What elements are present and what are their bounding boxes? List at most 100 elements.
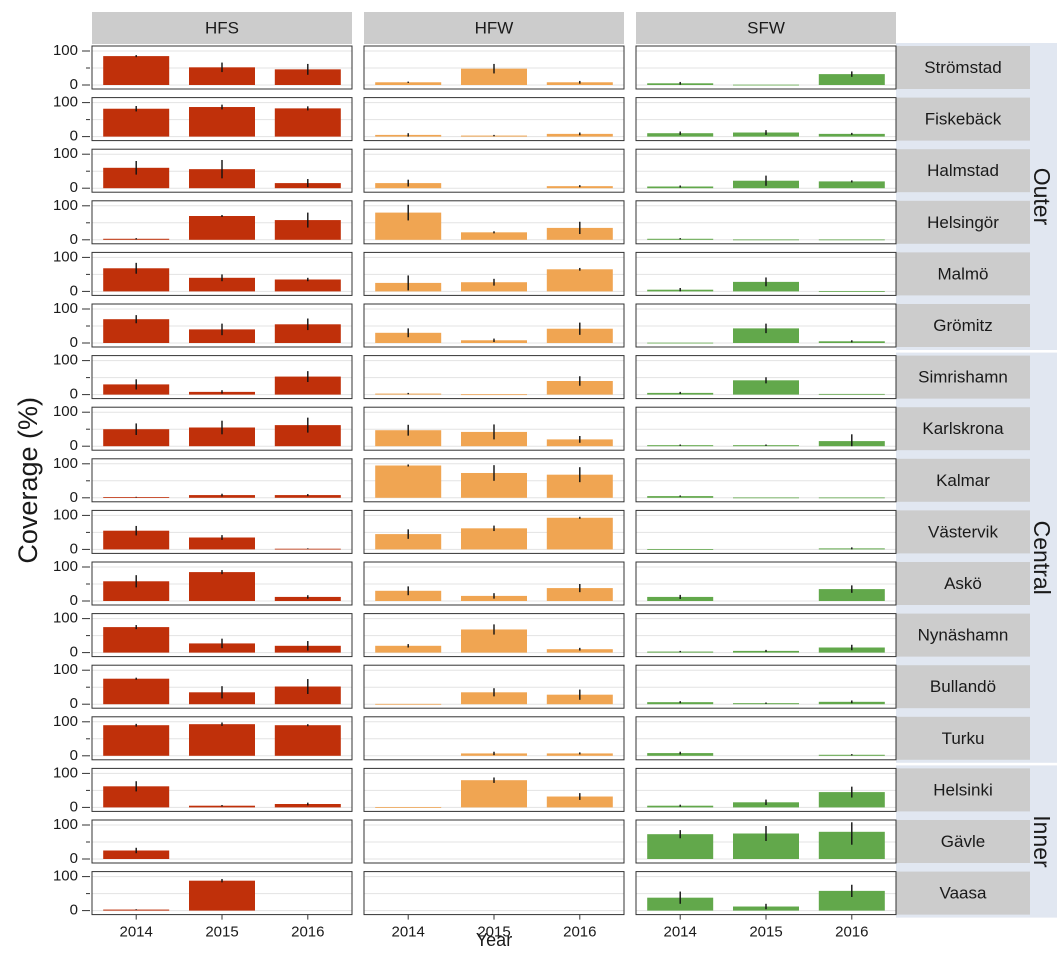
y-tick-label: 100	[53, 713, 78, 730]
panel-border	[363, 509, 625, 554]
bar-sfw-2016	[818, 133, 885, 137]
panel-border	[363, 613, 625, 658]
y-tick-label: 100	[53, 145, 78, 162]
column-strip-hfs	[92, 12, 352, 44]
row-strip	[896, 97, 1030, 141]
y-tick-label: 100	[53, 610, 78, 627]
y-tick-label: 100	[53, 42, 78, 59]
y-tick-label: 0	[70, 386, 78, 403]
panel-border	[635, 97, 897, 142]
bar-hfw-2015	[461, 282, 527, 292]
bar-sfw-2014	[647, 496, 714, 498]
row-label: Helsingör	[927, 213, 999, 232]
row-strip	[896, 458, 1030, 502]
bar-hfs-2014	[103, 167, 170, 189]
bar-hfw-2014	[375, 590, 442, 601]
bar-hfs-2015	[189, 329, 255, 343]
y-tick-label: 0	[70, 540, 78, 557]
bar-hfw-2015	[461, 528, 527, 550]
row-label: Vaasa	[940, 884, 987, 903]
bar-hfw-2016	[546, 269, 613, 292]
bar-hfs-2014	[103, 581, 170, 601]
row-strip	[896, 716, 1030, 760]
row-label: Nynäshamn	[918, 626, 1009, 645]
panel-border	[635, 406, 897, 451]
bar-hfs-2016	[274, 279, 341, 292]
row-label: Strömstad	[924, 58, 1001, 77]
bar-hfs-2016	[274, 69, 341, 85]
panel-border	[91, 509, 353, 554]
bar-hfs-2015	[189, 572, 255, 601]
panel-border	[91, 148, 353, 193]
bar-hfs-2015	[189, 107, 255, 137]
bar-hfs-2015	[189, 537, 255, 550]
row-strip	[896, 407, 1030, 451]
row-strip	[896, 613, 1030, 657]
row-label: Gävle	[941, 832, 985, 851]
bar-hfs-2016	[274, 108, 341, 137]
panel-border	[91, 355, 353, 400]
panel-border	[635, 303, 897, 348]
bar-hfw-2016	[546, 517, 613, 550]
row-label: Västervik	[928, 522, 998, 541]
row-strip	[896, 820, 1030, 863]
row-strip	[896, 562, 1030, 605]
panel-border	[635, 819, 897, 864]
bar-hfw-2016	[546, 753, 613, 756]
x-axis-title: Year	[476, 930, 512, 950]
row-strip	[896, 304, 1030, 347]
panel-border	[363, 148, 625, 193]
row-label: Malmö	[937, 264, 988, 283]
panel-border	[91, 406, 353, 451]
y-tick-label: 100	[53, 352, 78, 369]
y-tick-label: 0	[70, 644, 78, 661]
column-label-hfs: HFS	[205, 18, 239, 37]
panel-border	[363, 251, 625, 296]
bar-hfw-2015	[461, 629, 527, 653]
bar-hfs-2016	[274, 804, 341, 808]
bar-hfs-2016	[274, 495, 341, 498]
panel-border	[91, 819, 353, 864]
panel-border	[363, 355, 625, 400]
panel-border	[635, 45, 897, 90]
bar-hfs-2016	[274, 220, 341, 240]
y-tick-label: 100	[53, 506, 78, 523]
panel-border	[91, 45, 353, 90]
bar-sfw-2016	[818, 74, 885, 85]
row-strip	[896, 200, 1030, 244]
panel-border	[635, 716, 897, 761]
y-tick-label: 100	[53, 455, 78, 472]
bar-hfw-2015	[461, 394, 527, 396]
y-tick-label: 0	[70, 747, 78, 764]
group-label-inner: Inner	[1029, 815, 1055, 868]
panel-border	[91, 716, 353, 761]
row-label: Askö	[944, 574, 982, 593]
bar-hfs-2016	[274, 548, 341, 550]
panel-border	[91, 200, 353, 245]
y-tick-label: 0	[70, 798, 78, 815]
bar-sfw-2016	[818, 393, 885, 395]
panel-border	[91, 458, 353, 503]
y-tick-label: 100	[53, 300, 78, 317]
bar-hfw-2014	[375, 430, 442, 447]
panel-border	[363, 716, 625, 761]
y-axis-title: Coverage (%)	[13, 397, 43, 564]
x-tick-label: 2015	[205, 924, 238, 941]
column-label-hfw: HFW	[475, 18, 514, 37]
bar-sfw-2016	[818, 589, 885, 601]
bar-hfw-2015	[461, 232, 527, 240]
bar-hfw-2016	[546, 474, 613, 498]
bar-hfs-2014	[103, 850, 170, 859]
row-strip	[896, 665, 1030, 709]
bar-hfw-2014	[375, 703, 442, 705]
panel-border	[363, 819, 625, 864]
x-tick-label: 2014	[392, 924, 425, 941]
row-label: Helsinki	[933, 780, 993, 799]
bar-sfw-2016	[818, 239, 885, 241]
bar-sfw-2015	[733, 84, 799, 86]
x-tick-label: 2016	[563, 924, 596, 941]
bar-hfs-2015	[189, 67, 255, 85]
group-band-outer	[896, 43, 1057, 350]
panel-border	[635, 509, 897, 554]
bar-sfw-2016	[818, 890, 885, 911]
